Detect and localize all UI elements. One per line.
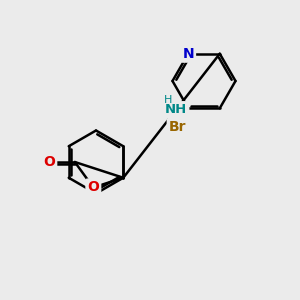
- Text: NH: NH: [165, 103, 188, 116]
- Text: O: O: [87, 181, 99, 194]
- Text: Br: Br: [169, 120, 186, 134]
- Text: H: H: [164, 95, 172, 105]
- Text: O: O: [44, 155, 55, 169]
- Text: N: N: [182, 47, 194, 61]
